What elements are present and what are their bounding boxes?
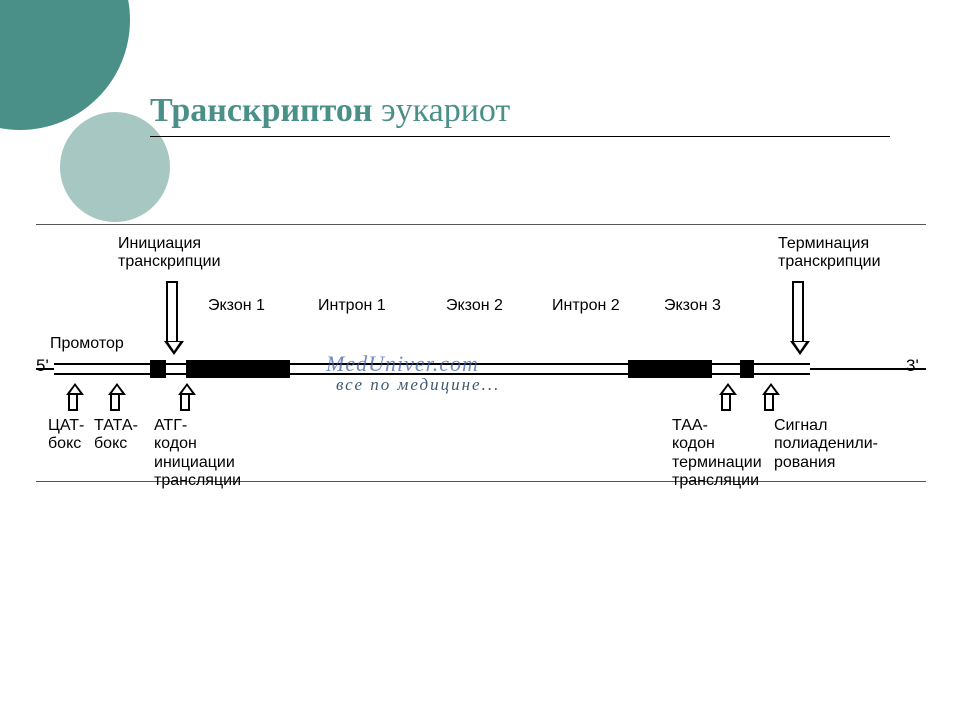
bottom-label-4: Сигнал полиаденили- рования [774,417,878,472]
watermark-line2: все по медицине... [336,375,500,395]
bottom-label-0: ЦАТ- бокс [48,417,84,454]
up-arrow-4 [762,383,776,411]
up-arrow-1 [108,383,122,411]
title-rest: эукариот [373,92,511,129]
up-arrow-2 [178,383,192,411]
segment-2 [150,360,166,378]
segment-9 [754,363,810,375]
five-prime: 5' [36,356,49,376]
up-arrow-0 [66,383,80,411]
top-label-6: Экзон 3 [664,297,721,315]
top-label-5: Интрон 2 [552,297,620,315]
top-label-1: Терминация транскрипции [778,235,881,272]
transcripton-diagram: 5' 3' Инициация транскрипции Терминация тра… [36,224,926,482]
bottom-label-1: ТАТА- бокс [94,417,138,454]
segment-3 [166,363,186,375]
segment-7 [712,363,740,375]
slide: Транскриптон эукариот 5' 3' Инициация тран… [0,0,960,720]
top-label-3: Интрон 1 [318,297,386,315]
bottom-label-3: ТАА- кодон терминации трансляции [672,417,762,491]
top-label-0: Инициация транскрипции [118,235,221,272]
three-prime: 3' [906,356,919,376]
up-arrow-3 [719,383,733,411]
title-bold: Транскриптон [150,92,373,129]
segment-4 [186,360,290,378]
down-arrow-0 [164,281,180,355]
watermark-line1: MedUniver.com [326,351,479,377]
segment-1 [54,363,150,375]
title-underline [150,136,890,137]
page-title: Транскриптон эукариот [150,92,910,130]
segment-8 [740,360,754,378]
title-block: Транскриптон эукариот [150,92,910,137]
top-label-7: Промотор [50,335,124,353]
decor-circle-large [0,0,130,130]
top-label-2: Экзон 1 [208,297,265,315]
top-label-4: Экзон 2 [446,297,503,315]
bottom-label-2: АТГ- кодон инициации трансляции [154,417,241,491]
segment-6 [628,360,712,378]
down-arrow-1 [790,281,806,355]
